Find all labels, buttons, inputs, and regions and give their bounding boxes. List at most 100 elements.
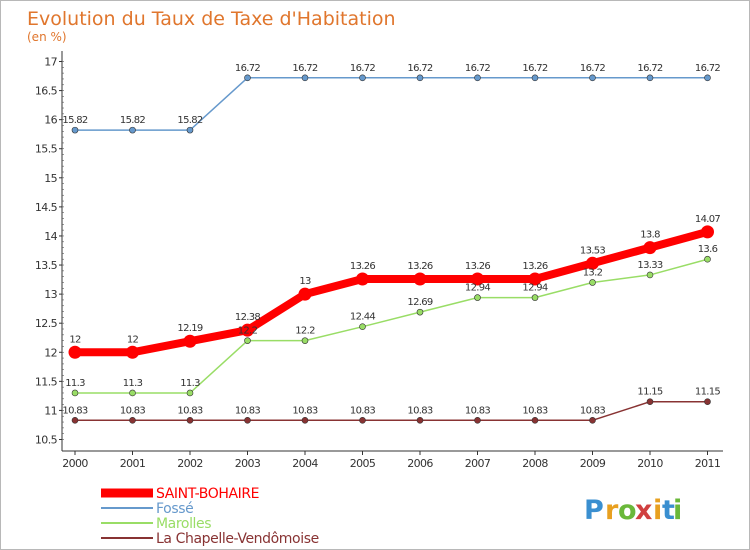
y-tick-label: 11 [44,404,57,417]
series-point [643,241,657,255]
y-tick-label: 15 [44,172,57,185]
y-tick-label: 16 [44,114,57,127]
data-label: 10.83 [465,405,490,416]
data-label: 16.72 [580,63,605,74]
x-tick-label: 2004 [292,457,318,470]
series-point [301,74,309,82]
series-point [359,417,366,424]
series-point [704,255,711,263]
series-point [589,74,596,82]
x-tick-label: 2008 [522,457,548,470]
data-label: 15.82 [62,115,87,126]
data-label: 12.2 [238,326,258,337]
logo-letter: i [673,495,682,526]
series-point [586,256,599,270]
x-tick-label: 2000 [62,457,88,470]
data-label: 16.72 [465,63,490,74]
data-label: 12.2 [295,326,315,337]
data-label: 16.72 [407,63,432,74]
legend-label-3: La Chapelle-Vendômoise [156,531,319,547]
series-point [646,398,654,406]
data-label: 10.83 [235,405,260,416]
data-label: 13.8 [640,230,660,241]
series-point [474,417,481,424]
series-point [244,417,251,424]
series-point [646,271,654,279]
series-point [413,272,427,286]
series-point [244,74,251,82]
data-label: 11.15 [695,387,720,398]
series-point [298,287,312,301]
y-tick-label: 12.5 [35,317,58,330]
series-point [589,417,596,424]
x-tick-label: 2002 [177,457,203,470]
series-point [301,337,309,344]
series-point [704,74,711,82]
data-label: 10.83 [177,405,202,416]
data-label: 16.72 [235,63,260,74]
data-label: 13.26 [407,261,432,272]
data-label: 12.44 [350,312,375,323]
series-line-3 [75,400,708,422]
logo-letter: i [653,495,662,526]
series-point [528,272,542,286]
data-label: 16.72 [350,63,375,74]
series-point [71,417,79,424]
data-label: 12.69 [407,297,432,308]
data-label: 16.72 [292,63,317,74]
y-tick-label: 17 [44,56,57,69]
chart-title: Evolution du Taux de Taxe d'Habitation [27,8,396,30]
data-label: 11.3 [65,378,85,389]
data-label: 12.94 [522,283,547,294]
data-label: 11.15 [637,387,662,398]
series-point [186,126,194,134]
series-point [241,323,254,337]
x-tick-label: 2003 [235,457,261,470]
series-point [129,417,136,424]
data-label: 11.3 [123,378,143,389]
x-tick-label: 2001 [120,457,146,470]
data-label: 13.2 [583,267,603,278]
series-point [359,74,366,82]
y-tick-label: 15.5 [35,143,58,156]
series-point [531,74,539,82]
data-label: 13.26 [465,261,490,272]
series-point [589,279,596,286]
series-line-0 [75,228,709,357]
y-tick-label: 16.5 [35,85,58,98]
series-point [416,308,424,316]
logo-letter: P [584,495,604,526]
logo-letter: x [635,495,652,526]
y-tick-label: 13.5 [35,259,58,272]
x-tick-label: 2007 [465,457,491,470]
x-tick-label: 2005 [350,457,376,470]
series-point [71,126,79,134]
logo-letter: r [605,495,619,526]
plot-series [68,74,714,424]
data-label: 10.83 [292,405,317,416]
data-label: 13.53 [580,245,605,256]
y-tick-label: 11.5 [35,375,58,388]
logo-letter: t [662,495,675,526]
series-point [701,225,714,239]
x-axis: 2000 2001 2002 2003 2004 2005 2006 2007 2008 2009… [62,450,723,470]
series-point [531,417,539,424]
series-point [359,323,366,330]
data-label: 12 [69,334,81,345]
series-point [416,74,424,82]
series-point [301,417,309,424]
series-point [646,74,654,82]
series-point [531,294,539,301]
series-point [474,294,481,301]
data-label: 10.83 [120,405,145,416]
series-point [186,389,194,397]
data-label: 12.94 [465,283,490,294]
series-point [471,272,484,286]
data-label: 10.83 [580,405,605,416]
series-point [126,345,139,359]
series-point [129,126,136,134]
data-label: 12.38 [235,312,260,323]
